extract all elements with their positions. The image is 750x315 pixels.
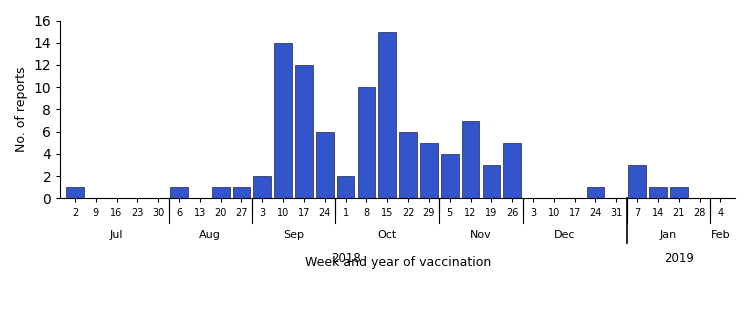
Bar	[170, 187, 188, 198]
Bar	[420, 143, 438, 198]
Text: Nov: Nov	[470, 230, 492, 240]
Bar	[358, 87, 375, 198]
Text: 2019: 2019	[664, 252, 694, 265]
X-axis label: Week and year of vaccination: Week and year of vaccination	[304, 256, 490, 269]
Bar	[295, 65, 313, 198]
Bar	[316, 132, 334, 198]
Bar	[211, 187, 230, 198]
Bar	[232, 187, 250, 198]
Bar	[399, 132, 417, 198]
Bar	[441, 154, 458, 198]
Bar	[462, 121, 479, 198]
Text: Sep: Sep	[283, 230, 304, 240]
Bar	[503, 143, 521, 198]
Text: Dec: Dec	[554, 230, 575, 240]
Bar	[66, 187, 84, 198]
Bar	[482, 165, 500, 198]
Bar	[586, 187, 604, 198]
Bar	[670, 187, 688, 198]
Text: Jul: Jul	[110, 230, 123, 240]
Text: Aug: Aug	[200, 230, 221, 240]
Bar	[254, 176, 272, 198]
Text: 2018: 2018	[331, 252, 361, 265]
Bar	[379, 32, 396, 198]
Bar	[649, 187, 667, 198]
Bar	[274, 43, 292, 198]
Text: Jan: Jan	[660, 230, 677, 240]
Text: Oct: Oct	[378, 230, 397, 240]
Bar	[628, 165, 646, 198]
Y-axis label: No. of reports: No. of reports	[15, 67, 28, 152]
Text: Feb: Feb	[710, 230, 730, 240]
Bar	[337, 176, 355, 198]
